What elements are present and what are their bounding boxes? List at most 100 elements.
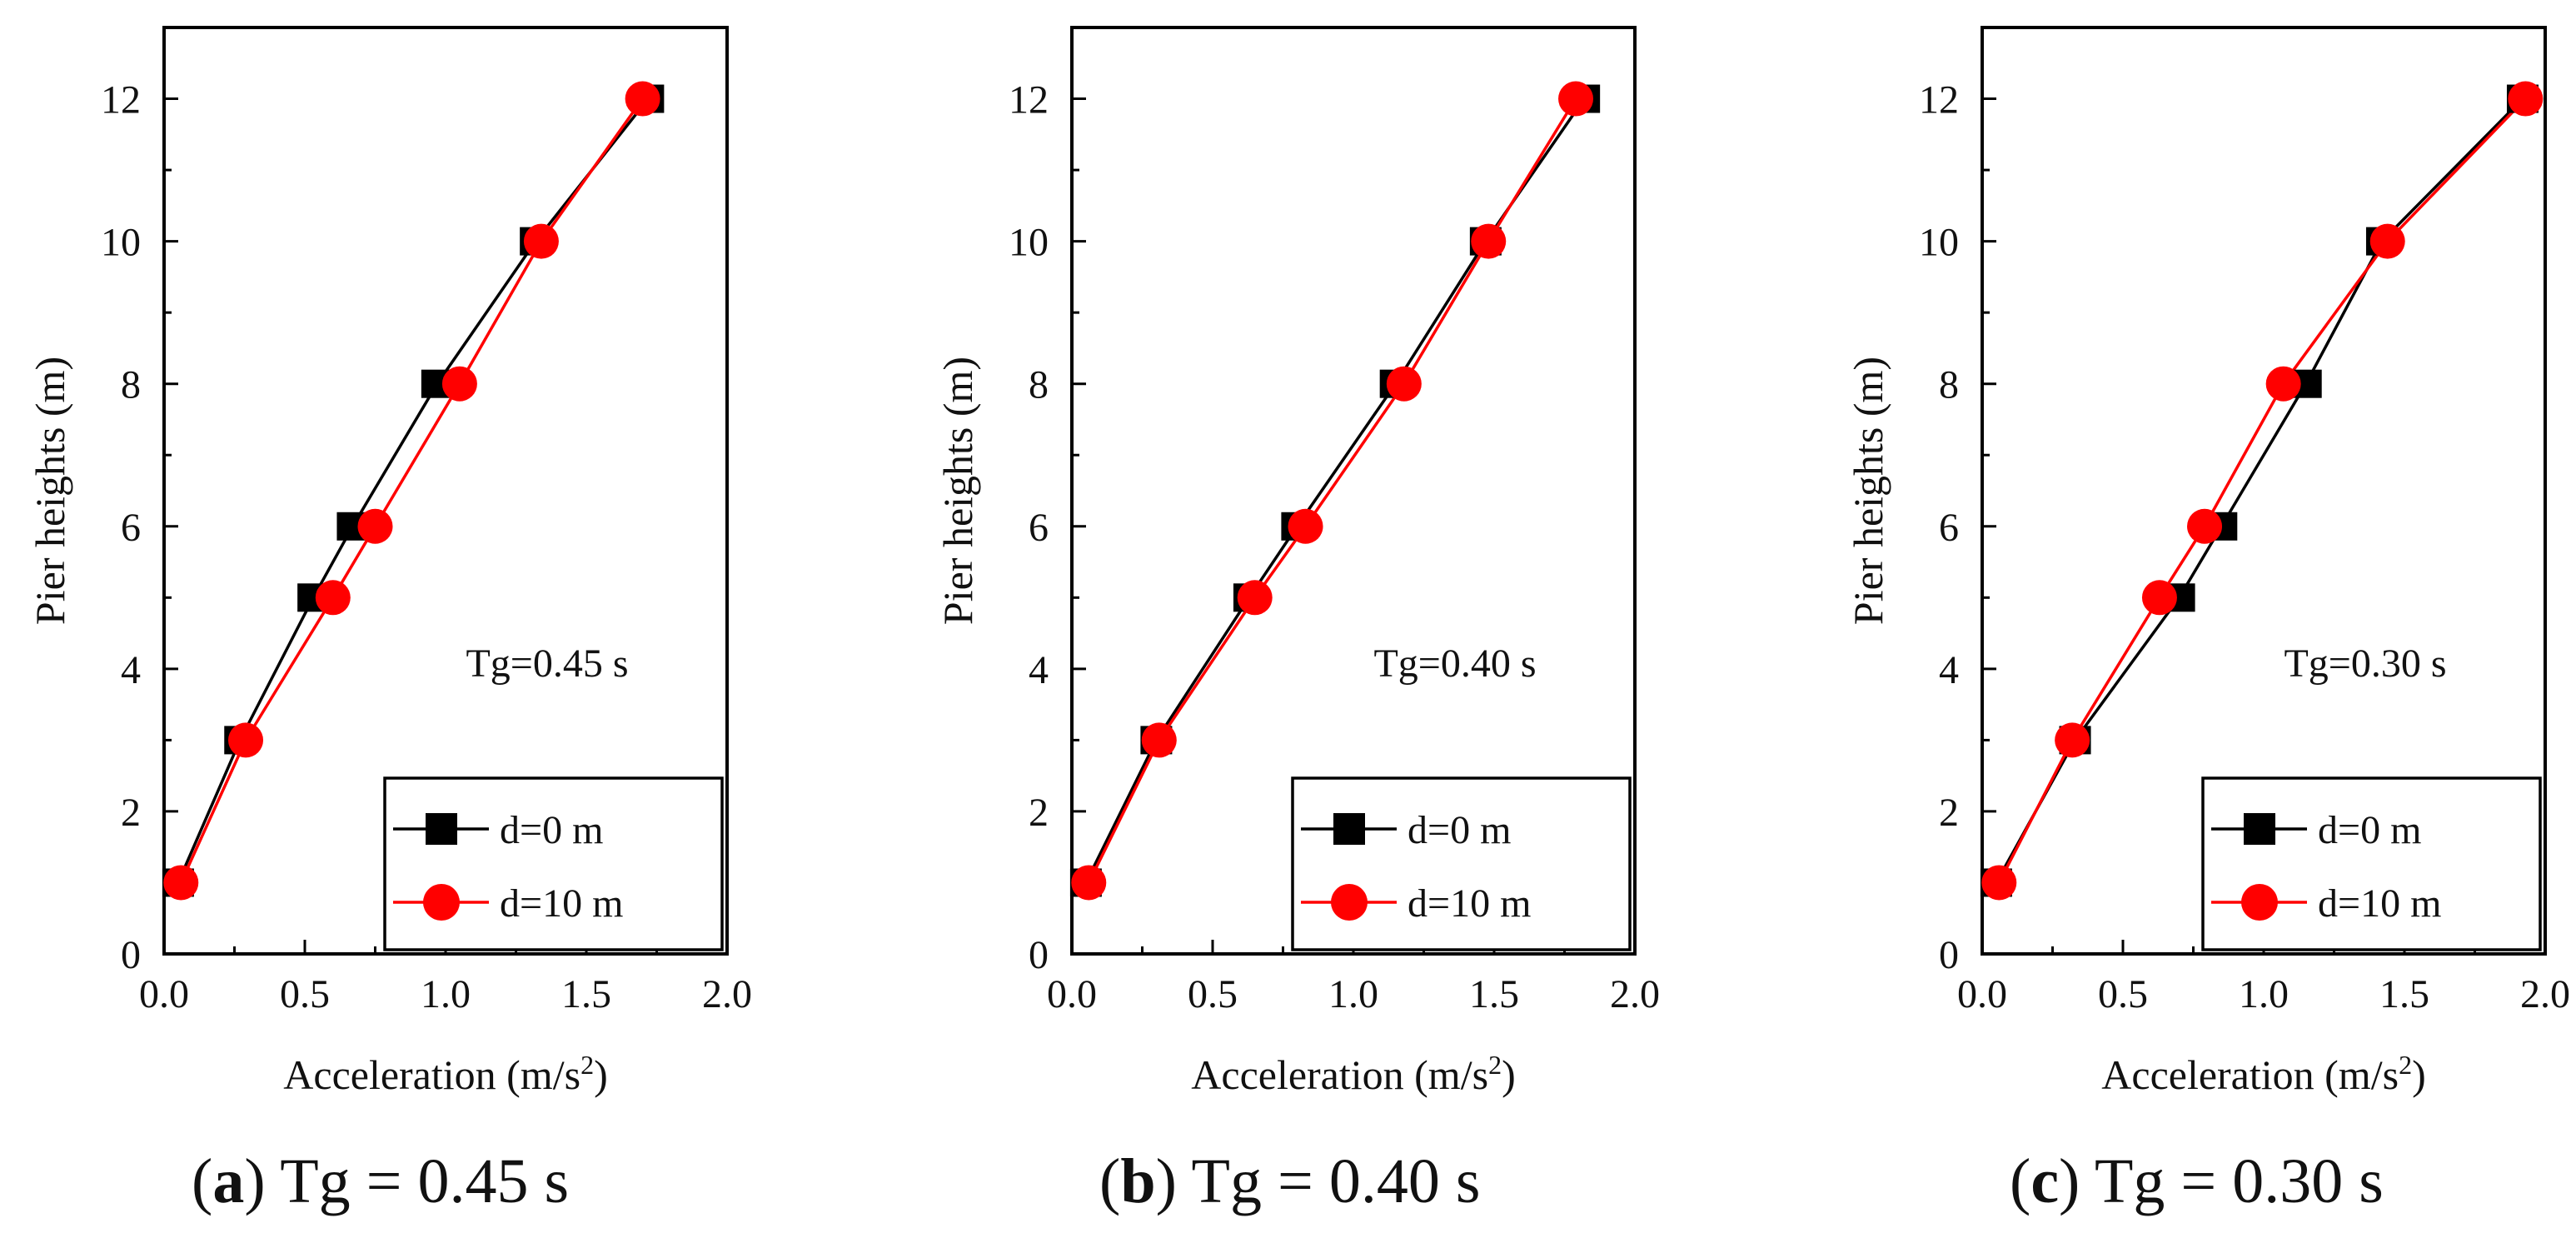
caption-text: Tg = 0.30 s [2094,1146,2384,1216]
series-line-d0 [177,97,650,884]
x-tick-label: 1.5 [2379,972,2429,1016]
y-axis-label: Pier heights (m) [27,357,73,625]
legend-label: d=0 m [2318,808,2421,852]
y-tick-label: 2 [1029,791,1049,835]
y-tick-label: 12 [1919,78,1959,122]
legend: d=0 m d=10 m [2201,776,2542,951]
series-line-d0 [1995,97,2524,884]
y-tick-label: 2 [1939,791,1959,835]
y-tick-label: 10 [101,221,141,265]
data-point-circle [2369,223,2405,259]
caption-text: Tg = 0.45 s [280,1146,570,1216]
caption-text: Tg = 0.40 s [1191,1146,1481,1216]
y-tick-label: 8 [1029,363,1049,407]
legend-square-marker [1333,813,1365,845]
y-tick-label: 0 [1029,933,1049,977]
legend-circle-marker [1331,884,1368,921]
y-tick-label: 4 [121,648,141,692]
data-point-circle [1386,366,1422,402]
plot-frame [1070,26,1637,956]
legend-label: d=10 m [1408,881,1531,926]
y-axis-label: Pier heights (m) [934,357,981,625]
y-tick-label: 4 [1939,648,1959,692]
data-point-circle [163,865,199,901]
data-point-circle [1288,508,1323,544]
annotation-text: Tg=0.40 s [1373,641,1536,686]
x-tick-label: 0.0 [1957,972,2007,1016]
x-axis-label: Acceleration (m/s2) [1191,1050,1515,1098]
data-point-circle [228,722,264,758]
legend-box [383,776,724,951]
data-point-circle [315,580,351,616]
x-tick-label: 1.0 [421,972,471,1016]
y-tick-label: 4 [1029,648,1049,692]
y-tick-label: 12 [101,78,141,122]
caption-c: (c) Tg = 0.30 s [2010,1146,2384,1216]
legend-circle-marker [2241,884,2278,921]
x-axis-label: Acceleration (m/s2) [2101,1050,2425,1098]
legend-box [2201,776,2542,951]
y-tick-label: 6 [1939,506,1959,550]
data-point-circle [2141,580,2177,616]
x-tick-label: 0.5 [1188,972,1238,1016]
x-tick-label: 2.0 [2520,972,2570,1016]
x-tick-label: 2.0 [1610,972,1660,1016]
x-axis-label: Acceleration (m/s2) [283,1050,607,1098]
y-tick-label: 2 [121,791,141,835]
series-line-d10 [1997,97,2527,884]
data-point-circle [2187,508,2223,544]
data-point-circle [625,81,660,117]
legend-label: d=10 m [2318,881,2441,926]
data-point-circle [357,508,393,544]
legend-square-marker [2244,813,2275,845]
legend-label: d=0 m [500,808,603,852]
plot-frame [162,26,729,956]
caption-letter: b [1120,1146,1156,1216]
data-point-circle [523,223,559,259]
x-tick-label: 1.0 [2239,972,2289,1016]
caption-b: (b) Tg = 0.40 s [1099,1146,1481,1216]
y-tick-label: 6 [1029,506,1049,550]
x-tick-label: 1.0 [1328,972,1378,1016]
y-tick-label: 10 [1919,221,1959,265]
y-tick-label: 8 [1939,363,1959,407]
annotation-text: Tg=0.45 s [466,641,628,686]
series-line-d0 [1084,97,1586,884]
data-point-circle [441,366,477,402]
legend: d=0 m d=10 m [1291,776,1632,951]
y-tick-label: 8 [121,363,141,407]
y-tick-label: 6 [121,506,141,550]
caption-letter: c [2030,1146,2060,1216]
x-tick-label: 1.5 [1469,972,1519,1016]
caption-a: (a) Tg = 0.45 s [192,1146,570,1216]
data-point-circle [2055,722,2090,758]
data-point-circle [1141,722,1177,758]
data-point-circle [2508,81,2544,117]
x-tick-label: 0.0 [1047,972,1097,1016]
chart-panel-c: 0.0 0.5 1.0 1.5 2.0 0 2 4 6 8 10 12 Acceleration (m/… [1845,26,2570,1098]
y-axis-label: Pier heights (m) [1845,357,1891,625]
legend-circle-marker [423,884,460,921]
plot-frame [1981,26,2547,956]
caption-letter: a [212,1146,245,1216]
chart-panel-b: 0.0 0.5 1.0 1.5 2.0 0 2 4 6 8 10 12 Acceleration (m/… [934,26,1660,1098]
legend-label: d=0 m [1408,808,1511,852]
x-tick-label: 1.5 [561,972,611,1016]
data-point-circle [1237,580,1273,616]
data-point-circle [1471,223,1507,259]
data-point-circle [2265,366,2301,402]
data-point-circle [1981,865,2017,901]
annotation-text: Tg=0.30 s [2284,641,2446,686]
series-line-d10 [179,97,645,884]
legend-box [1291,776,1632,951]
x-tick-label: 0.5 [2098,972,2148,1016]
y-tick-label: 12 [1009,78,1049,122]
y-tick-label: 0 [1939,933,1959,977]
y-tick-label: 0 [121,933,141,977]
legend: d=0 m d=10 m [383,776,724,951]
data-point-circle [1558,81,1594,117]
x-tick-label: 0.0 [139,972,189,1016]
x-tick-label: 2.0 [702,972,752,1016]
x-tick-label: 0.5 [280,972,330,1016]
